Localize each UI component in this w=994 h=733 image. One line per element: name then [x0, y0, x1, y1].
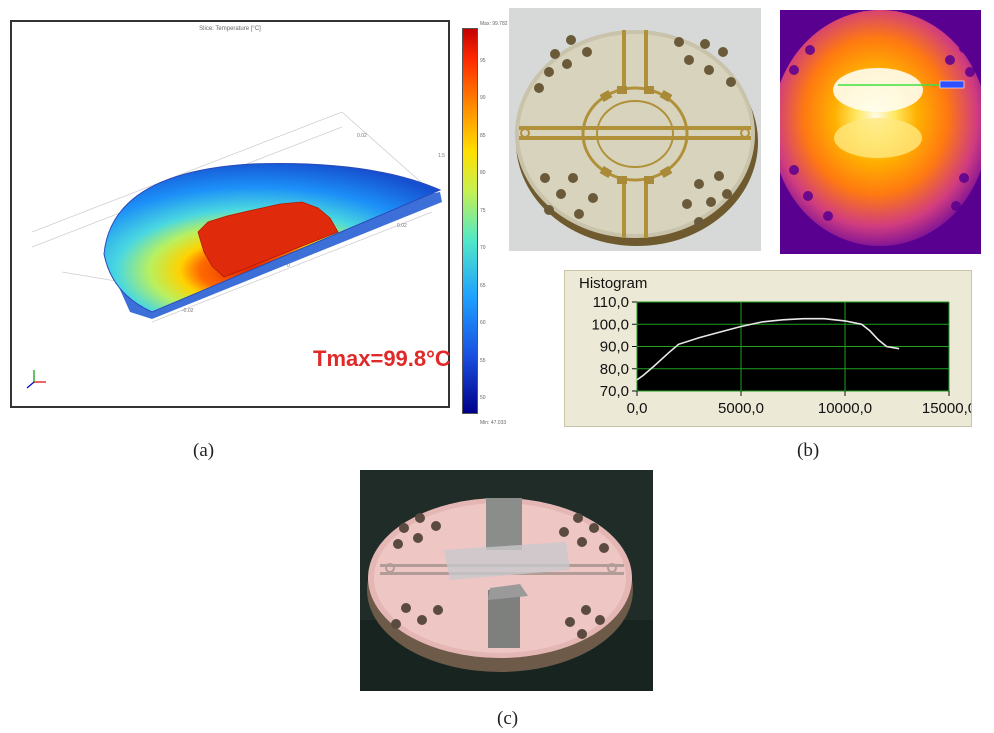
- colorbar-min-label: Min: 47.033: [480, 420, 507, 426]
- histogram-panel: Histogram 110,0 100,0 90,0 80,0 70,0 0,0 5000,…: [564, 270, 972, 427]
- simulation-3d-render: -0.02 0 0.02 0.02 1.5: [26, 111, 445, 389]
- assembled-device-image: [360, 470, 653, 691]
- colorbar-tick: 50: [480, 395, 486, 401]
- x-tick-label: 10000,0: [818, 400, 872, 417]
- caption-b: (b): [797, 440, 820, 461]
- colorbar-tick: 55: [480, 358, 486, 364]
- assembly-photo: [360, 470, 653, 691]
- tmax-label: Tmax=99.8°C: [313, 346, 451, 371]
- caption-c: (c): [497, 708, 519, 729]
- colorbar-tick: 95: [480, 58, 486, 64]
- svg-text:0.02: 0.02: [397, 223, 407, 229]
- svg-text:1.5: 1.5: [438, 153, 445, 159]
- simulation-plot-title: Slice: Temperature [°C]: [199, 26, 261, 32]
- histogram-chart: 110,0 100,0 90,0 80,0 70,00,0 5000,0 10000,0 15…: [591, 294, 971, 417]
- x-tick-label: 0,0: [627, 400, 648, 417]
- thermal-image: [780, 10, 981, 254]
- y-tick-label: 90,0: [600, 339, 629, 356]
- colorbar-tick: 90: [480, 95, 486, 101]
- x-tick-label: 15000,0: [922, 400, 971, 417]
- y-tick-label: 70,0: [600, 383, 629, 400]
- x-tick-label: 5000,0: [718, 400, 764, 417]
- pcb-photo: [509, 8, 761, 251]
- histogram-series-line: [636, 317, 900, 381]
- svg-text:-0.02: -0.02: [182, 308, 194, 314]
- thermal-camera-render: [780, 10, 981, 254]
- y-tick-label: 80,0: [600, 361, 629, 378]
- histogram-title: Histogram: [579, 275, 648, 292]
- colorbar-tick: 60: [480, 320, 486, 326]
- colorbar-tick: 70: [480, 245, 486, 251]
- colorbar-max-label: Max: 99.782: [480, 21, 508, 27]
- pcb-disc-image: [509, 8, 761, 251]
- svg-text:0: 0: [287, 263, 290, 269]
- caption-a: (a): [193, 440, 215, 461]
- axis-triad-icon: [26, 370, 46, 389]
- colorbar-tick: 85: [480, 133, 486, 139]
- simulation-plot: Slice: Temperature [°C]: [10, 20, 451, 408]
- y-tick-label: 110,0: [593, 294, 629, 311]
- colorbar-tick: 65: [480, 283, 486, 289]
- colorbar-tick: 75: [480, 208, 486, 214]
- y-tick-label: 100,0: [591, 316, 629, 333]
- colorbar-tick: 80: [480, 170, 486, 176]
- svg-text:0.02: 0.02: [357, 133, 367, 139]
- temperature-colorbar: [462, 28, 478, 414]
